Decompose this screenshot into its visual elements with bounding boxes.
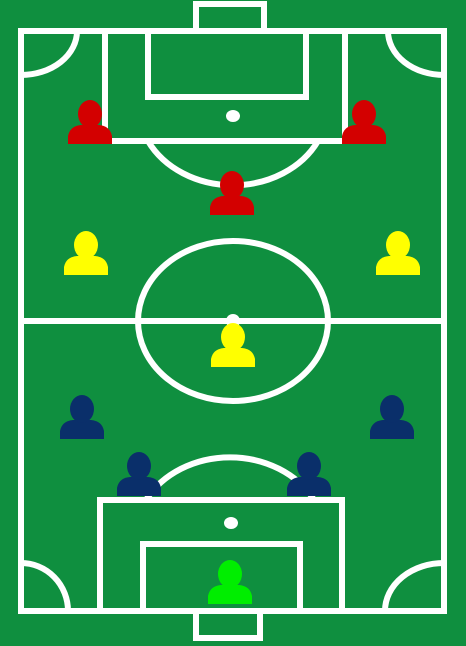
person-head [380, 395, 404, 423]
person-body [210, 196, 254, 215]
person-body [208, 585, 252, 604]
person-icon [208, 560, 252, 604]
person-icon [342, 100, 386, 144]
person-body [117, 477, 161, 496]
person-icon [370, 395, 414, 439]
person-body [342, 125, 386, 144]
corner-arc-bottom-left [20, 560, 71, 612]
person-body [60, 420, 104, 439]
person-body [287, 477, 331, 496]
person-head [220, 171, 244, 199]
person-icon [210, 171, 254, 215]
top-goal-area [145, 28, 309, 100]
person-icon [64, 231, 108, 275]
person-head [78, 100, 102, 128]
person-head [127, 452, 151, 480]
person-body [211, 348, 255, 367]
person-head [70, 395, 94, 423]
person-head [218, 560, 242, 588]
person-body [376, 256, 420, 275]
person-icon [211, 323, 255, 367]
bottom-goal-area [140, 541, 303, 614]
person-head [297, 452, 321, 480]
center-circle [135, 238, 331, 404]
person-body [370, 420, 414, 439]
person-icon [117, 452, 161, 496]
person-head [352, 100, 376, 128]
person-icon [287, 452, 331, 496]
person-icon [68, 100, 112, 144]
corner-arc-top-right [385, 30, 445, 78]
person-head [386, 231, 410, 259]
person-icon [60, 395, 104, 439]
corner-arc-bottom-right [382, 560, 445, 612]
person-body [64, 256, 108, 275]
corner-arc-top-left [20, 30, 80, 78]
person-body [68, 125, 112, 144]
person-icon [376, 231, 420, 275]
players-layer [60, 100, 420, 604]
bottom-penalty-spot [224, 517, 238, 529]
top-penalty-spot [226, 110, 240, 122]
person-head [74, 231, 98, 259]
person-head [221, 323, 245, 351]
